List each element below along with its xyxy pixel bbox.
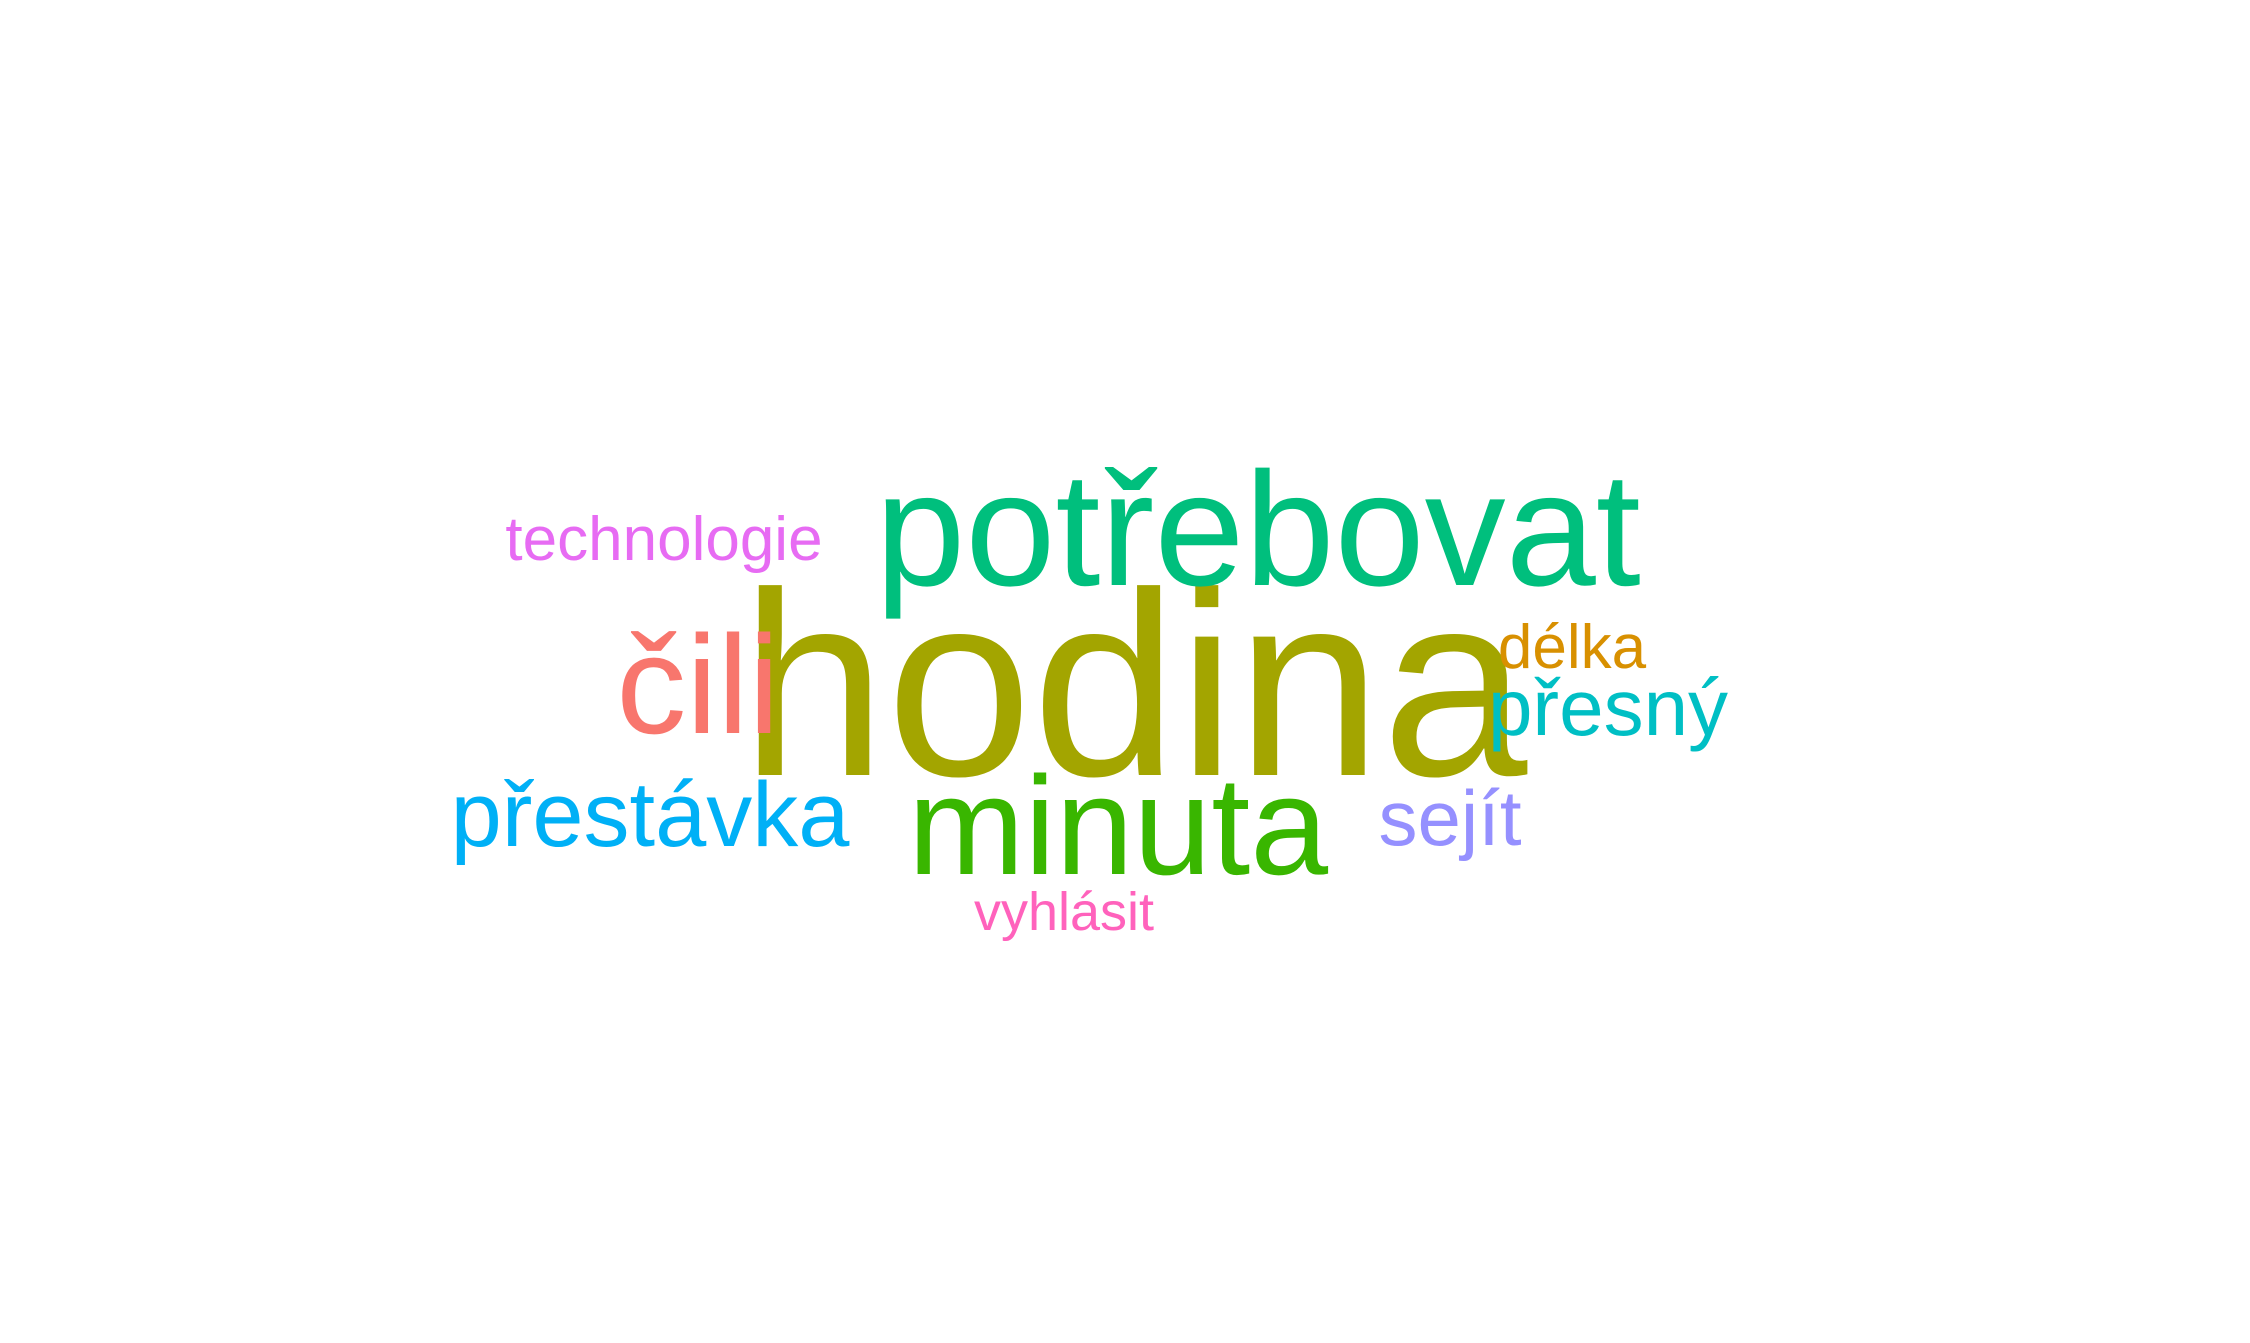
word-minuta: minuta (907, 747, 1329, 904)
word-delka: délka (1497, 613, 1647, 682)
word-prestavka: přestávka (450, 764, 850, 866)
word-potrebovat: potřebovat (875, 439, 1641, 620)
word-sejit: sejít (1378, 774, 1522, 862)
word-hodina: hodina (740, 538, 1528, 831)
word-technologie: technologie (505, 505, 823, 574)
word-vyhlasit: vyhlásit (973, 882, 1155, 942)
word-presny: přesný (1487, 663, 1729, 752)
word-cili: čili (616, 606, 780, 763)
